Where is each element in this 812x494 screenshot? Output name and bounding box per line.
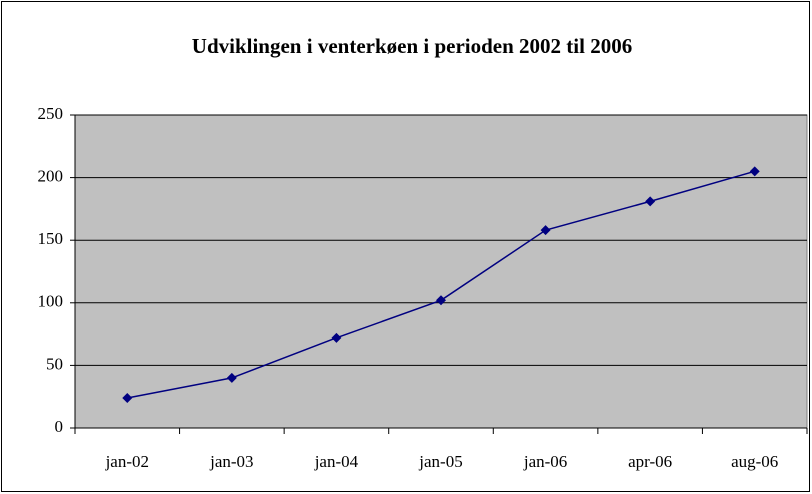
marker [331,332,342,343]
x-tick-label: jan-05 [418,452,462,471]
y-tick-label: 250 [38,104,64,123]
x-tick-label: jan-06 [523,452,567,471]
marker [749,166,760,177]
x-tick-label: jan-03 [209,452,253,471]
plot-area [74,114,808,429]
x-tick-label: aug-06 [731,452,778,471]
x-tick-label: jan-04 [314,452,359,471]
y-tick-label: 100 [38,292,64,311]
x-tick-label: apr-06 [628,452,672,471]
marker [226,372,237,383]
marker [436,295,446,306]
y-tick-label: 200 [38,167,64,186]
y-tick-label: 0 [55,417,64,436]
x-tick-label: jan-02 [105,452,149,471]
y-tick-label: 150 [38,229,64,248]
y-tick-label: 50 [46,354,63,373]
marker [122,392,133,403]
chart-title: Udviklingen i venterkøen i perioden 2002… [192,34,632,58]
marker [645,196,656,207]
marker [540,225,551,236]
